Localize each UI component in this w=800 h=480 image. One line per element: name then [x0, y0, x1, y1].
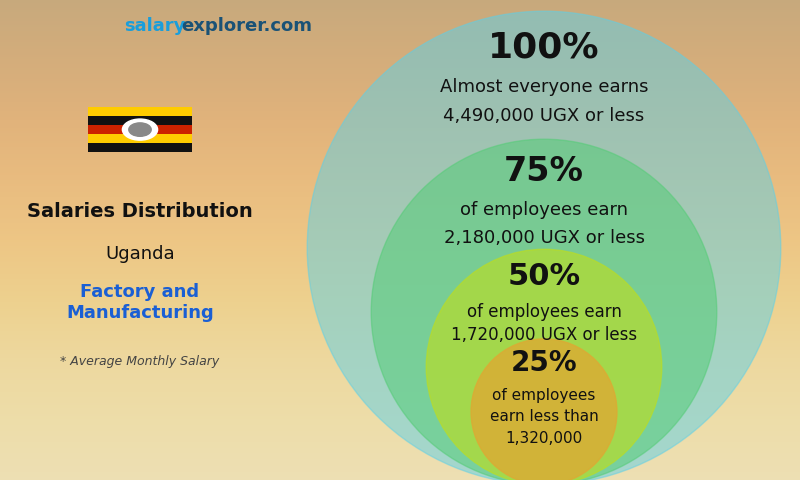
Text: 100%: 100% [488, 30, 600, 64]
Text: earn less than: earn less than [490, 409, 598, 424]
Text: * Average Monthly Salary: * Average Monthly Salary [60, 355, 220, 368]
Text: Uganda: Uganda [105, 245, 175, 263]
Circle shape [129, 123, 151, 136]
Text: Salaries Distribution: Salaries Distribution [27, 202, 253, 221]
Text: 50%: 50% [507, 262, 581, 291]
Circle shape [122, 119, 158, 140]
Bar [88, 107, 192, 116]
Text: Factory and
Manufacturing: Factory and Manufacturing [66, 283, 214, 322]
Bar [88, 134, 192, 143]
Text: 2,180,000 UGX or less: 2,180,000 UGX or less [443, 229, 645, 247]
Circle shape [371, 139, 717, 480]
Text: 25%: 25% [510, 349, 578, 377]
Circle shape [471, 339, 617, 480]
Bar [88, 143, 192, 153]
Text: salary: salary [124, 17, 186, 35]
Text: 1,320,000: 1,320,000 [506, 431, 582, 446]
Text: of employees: of employees [492, 387, 596, 403]
Text: 4,490,000 UGX or less: 4,490,000 UGX or less [443, 107, 645, 125]
Text: of employees earn: of employees earn [460, 201, 628, 219]
Circle shape [426, 249, 662, 480]
Text: 75%: 75% [504, 155, 584, 188]
Bar [88, 116, 192, 125]
Text: Almost everyone earns: Almost everyone earns [440, 78, 648, 96]
Text: 1,720,000 UGX or less: 1,720,000 UGX or less [451, 326, 637, 344]
Circle shape [307, 11, 781, 480]
Text: of employees earn: of employees earn [466, 303, 622, 321]
Text: explorer.com: explorer.com [182, 17, 313, 35]
Bar [88, 125, 192, 134]
